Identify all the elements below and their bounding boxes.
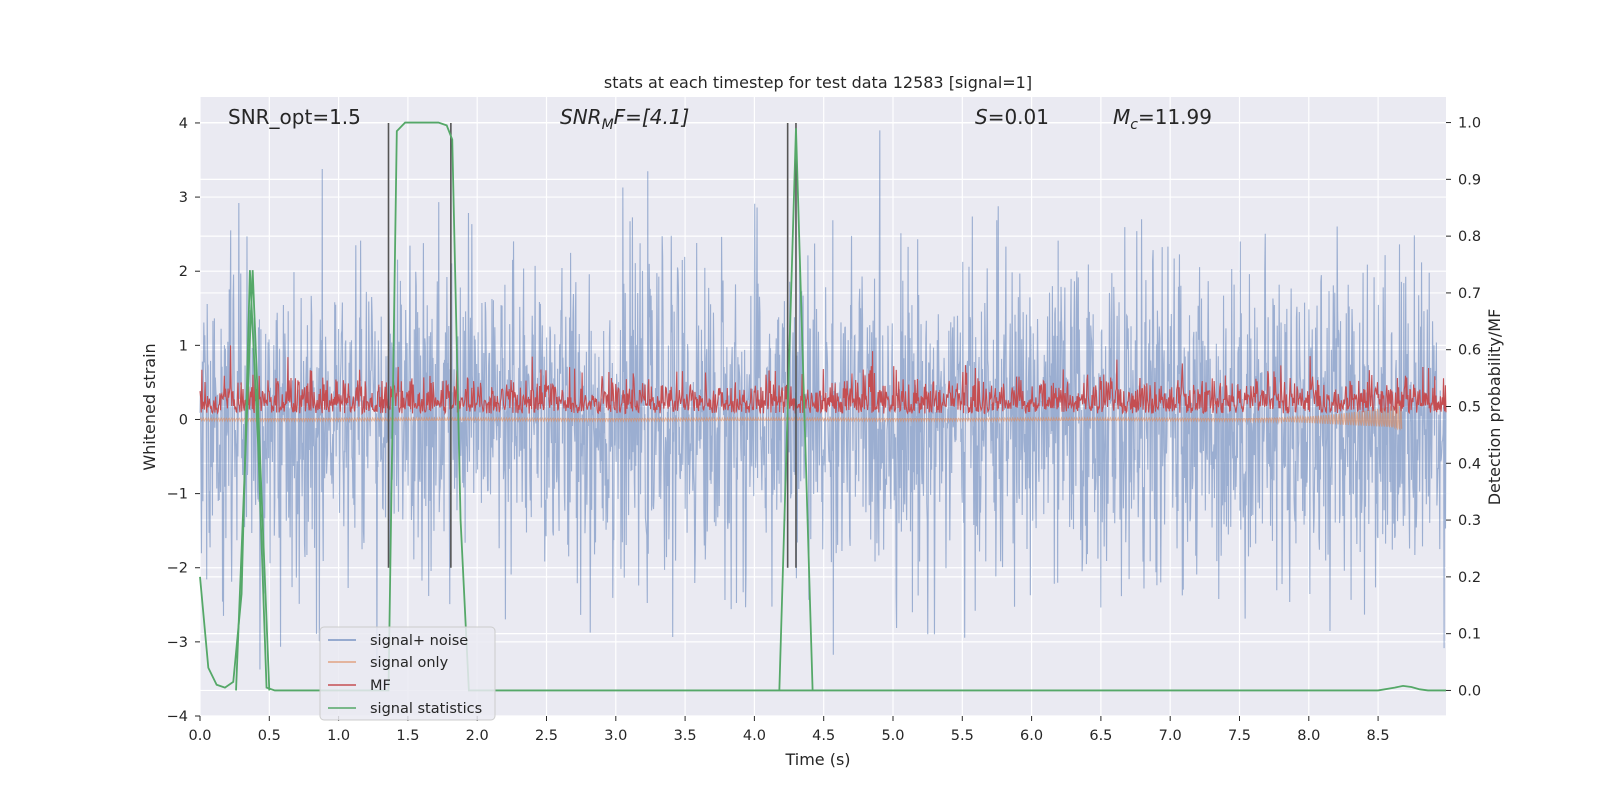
series-signal-only-line: [199, 400, 1403, 431]
chart-title: stats at each timestep for test data 125…: [604, 73, 1032, 92]
x-tick-label: 5.5: [951, 728, 974, 744]
x-tick-label: 0.5: [258, 728, 281, 744]
annotation-snr-opt: SNR_opt=1.5: [228, 105, 361, 129]
grid-lines: [199, 97, 1446, 717]
series-signal-statistics-peak: [778, 128, 814, 691]
legend-label-signal-noise: signal+ noise: [370, 633, 468, 649]
y-axis-label-left: Whitened strain: [140, 343, 159, 470]
y-tick-label-right: 0.2: [1458, 570, 1481, 586]
x-tick-label: 8.0: [1297, 728, 1320, 744]
y-tick-label-right: 0.0: [1458, 683, 1481, 699]
x-tick-label: 1.5: [396, 728, 419, 744]
x-tick-label: 4.0: [743, 728, 766, 744]
legend-label-mf: MF: [370, 678, 391, 694]
y-tick-label-right: 0.4: [1458, 456, 1481, 472]
legend-label-signal-statistics: signal statistics: [370, 701, 482, 717]
annotation-snr-mf-rest: F=[4.1]: [614, 105, 690, 129]
annotation-snr-mf-sub: M: [602, 117, 614, 133]
y-tick-label-left: −2: [167, 561, 188, 577]
x-tick-label: 2.5: [535, 728, 558, 744]
x-tick-label: 6.0: [1020, 728, 1043, 744]
x-tick-label: 6.5: [1089, 728, 1112, 744]
y-tick-label-left: −4: [167, 709, 188, 725]
y-tick-label-left: 2: [179, 264, 188, 280]
x-tick-label: 7.5: [1228, 728, 1251, 744]
x-tick-label: 7.0: [1159, 728, 1182, 744]
x-tick-label: 3.5: [674, 728, 697, 744]
series-signal-noise-line: [199, 130, 1447, 670]
annotation-mc-rest: =11.99: [1138, 105, 1212, 129]
y-tick-label-right: 0.8: [1458, 229, 1481, 245]
y-tick-label-right: 0.6: [1458, 343, 1481, 359]
x-tick-label: 5.0: [881, 728, 904, 744]
x-tick-label: 2.0: [466, 728, 489, 744]
y-tick-label-left: 1: [179, 338, 188, 354]
legend-label-signal-only: signal only: [370, 655, 449, 671]
x-tick-label: 1.0: [327, 728, 350, 744]
x-tick-label: 3.0: [604, 728, 627, 744]
annotation-s: S=0.01: [975, 105, 1049, 129]
x-tick-labels: 0.0 0.5 1.0 1.5 2.0 2.5 3.0 3.5 4.0 4.5 5.0 5.5 6.0 6…: [188, 716, 1390, 744]
legend-box: [319, 626, 496, 721]
y-tick-label-left: −3: [167, 635, 188, 651]
x-axis-label: Time (s): [784, 750, 850, 769]
annotation-s-italic: S: [975, 105, 988, 129]
y-tick-label-right: 0.7: [1458, 286, 1481, 302]
y-tick-labels-right: 1.0 0.9 0.8 0.7 0.6 0.5 0.4 0.3 0.2 0.1 0.0: [1446, 116, 1481, 699]
annotation-s-rest: =0.01: [988, 105, 1049, 129]
y-tick-label-left: 3: [179, 190, 188, 206]
series-signal-statistics-line: [199, 121, 1446, 692]
plot-area: [199, 121, 1447, 692]
y-tick-label-right: 1.0: [1458, 116, 1481, 132]
x-tick-label: 8.5: [1367, 728, 1390, 744]
y-tick-label-right: 0.3: [1458, 513, 1481, 529]
y-tick-label-left: 0: [179, 412, 188, 428]
annotation-mc-sub: c: [1130, 117, 1138, 133]
y-tick-labels-left: 4 3 2 1 0 −1 −2 −3 −4: [167, 116, 200, 725]
series-signal-statistics-peak: [235, 270, 271, 691]
annotation-mc-main: M: [1113, 105, 1130, 129]
annotation-mc: Mc=11.99: [1113, 105, 1212, 133]
y-tick-label-right: 0.9: [1458, 172, 1481, 188]
annotation-snr-mf-main: SNR: [560, 105, 602, 129]
x-tick-label: 4.5: [812, 728, 835, 744]
y-tick-label-left: 4: [179, 116, 188, 132]
legend: signal+ noise signal only MF signal stat…: [319, 626, 496, 721]
y-tick-label-right: 0.5: [1458, 400, 1481, 416]
annotation-snr-mf: SNRMF=[4.1]: [560, 105, 689, 133]
y-tick-label-right: 0.1: [1458, 627, 1481, 643]
y-tick-label-left: −1: [167, 487, 188, 503]
x-tick-label: 0.0: [188, 728, 211, 744]
series-mf-line: [199, 345, 1447, 416]
y-axis-label-right: Detection probability/MF: [1485, 309, 1504, 506]
